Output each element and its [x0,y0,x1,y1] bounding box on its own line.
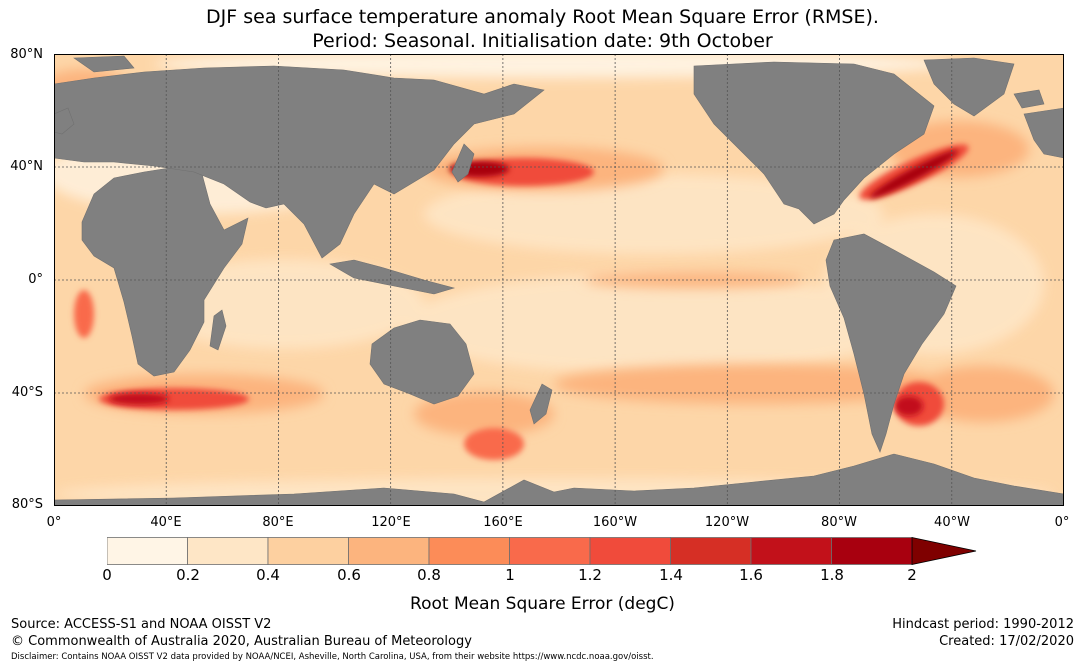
colorbar-segment [267,537,349,565]
colorbar-tick-label: 1 [505,566,515,584]
lon-tick-label: 40°E [150,515,182,530]
land-masses [54,55,1064,506]
lat-tick-label: 80°S [11,497,43,512]
colorbar-tick-label: 0.4 [256,566,280,584]
map-frame [54,54,1064,506]
colorbar-segment [428,537,510,565]
new-zealand [529,383,553,425]
colorbar-segment [106,537,188,565]
map-panel [54,54,1064,506]
colorbar-tick-label: 0.8 [417,566,441,584]
colorbar [106,537,979,569]
north-america [693,61,935,225]
colorbar-segment [670,537,752,565]
colorbar-segment [589,537,671,565]
lon-tick-label: 160°E [483,515,523,530]
source-text: Source: ACCESS-S1 and NOAA OISST V2 [11,617,272,632]
indonesia [329,259,456,295]
created-date-text: Created: 17/02/2020 [939,634,1074,649]
lon-tick-label: 40°W [934,515,970,530]
western-europe [1023,107,1064,159]
colorbar-tick-label: 2 [907,566,917,584]
lon-tick-label: 0° [1054,515,1070,530]
colorbar-label: Root Mean Square Error (degC) [410,594,675,614]
lat-tick-label: 40°S [11,385,43,400]
antarctica [54,453,1064,506]
rmse-map [54,54,1064,506]
south-america [825,233,957,453]
hindcast-period-text: Hindcast period: 1990-2012 [892,617,1074,632]
lat-tick-label: 80°N [10,47,43,62]
lon-tick-label: 120°W [704,515,750,530]
colorbar-segment [348,537,430,565]
lon-tick-label: 80°W [821,515,857,530]
colorbar-tick-label: 1.4 [659,566,683,584]
colorbar-tick-label: 0.2 [176,566,200,584]
colorbar-svg [106,537,977,565]
copyright-text: © Commonwealth of Australia 2020, Austra… [11,634,472,649]
svalbard-arctic [73,55,135,73]
lat-tick-label: 0° [28,272,43,287]
uk-ireland [54,107,75,135]
lon-tick-label: 80°E [262,515,294,530]
colorbar-segment [509,537,591,565]
graticule [54,54,1064,506]
colorbar-tick-label: 0.6 [337,566,361,584]
lon-tick-label: 120°E [371,515,411,530]
colorbar-tick-label: 1.8 [820,566,844,584]
colorbar-tick-label: 1.6 [739,566,763,584]
eurasia [54,65,545,259]
australia [369,319,475,405]
colorbar-tick-label: 0 [102,566,112,584]
colorbar-segment [750,537,832,565]
colorbar-tick-label: 1.2 [578,566,602,584]
lon-tick-label: 160°W [592,515,638,530]
colorbar-extend-arrow [911,537,977,565]
disclaimer-text: Disclaimer: Contains NOAA OISST V2 data … [11,652,654,662]
iceland [1013,89,1045,109]
lat-tick-label: 40°N [10,159,43,174]
greenland [923,57,1015,117]
chart-title-line-2: Period: Seasonal. Initialisation date: 9… [312,30,773,52]
colorbar-segment [187,537,269,565]
lon-tick-label: 0° [46,515,62,530]
madagascar [209,309,227,351]
colorbar-segment [831,537,913,565]
chart-title-line-1: DJF sea surface temperature anomaly Root… [206,6,879,28]
